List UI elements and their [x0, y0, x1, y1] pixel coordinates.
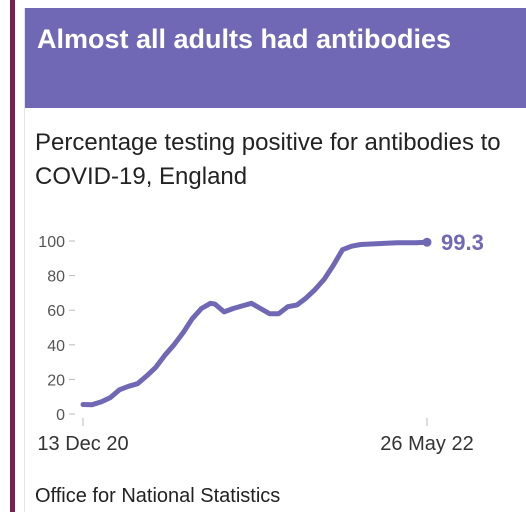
line-chart: 0 20 40 60 80 100 13 Dec 20 26 May 22 99.3: [37, 230, 484, 455]
x-tick-label: 13 Dec 20: [37, 433, 128, 455]
y-tick-label: 60: [47, 303, 65, 320]
chart-card: Almost all adults had antibodies Percent…: [24, 8, 526, 512]
card-header: Almost all adults had antibodies: [25, 8, 526, 108]
x-axis: 13 Dec 20 26 May 22: [37, 418, 474, 455]
series-end-point: [422, 237, 432, 247]
series-layer: 99.3: [80, 230, 484, 408]
y-tick-label: 40: [47, 338, 65, 355]
source-credit: Office for National Statistics: [35, 485, 281, 507]
y-tick-label: 20: [47, 372, 65, 389]
headline: Almost all adults had antibodies: [37, 24, 452, 54]
y-axis: 0 20 40 60 80 100: [38, 234, 75, 424]
x-tick-label: 26 May 22: [380, 433, 473, 455]
end-value-label: 99.3: [441, 230, 484, 255]
left-accent-rule: [10, 0, 15, 512]
chart-subtitle: Percentage testing positive for antibodi…: [35, 129, 501, 190]
y-tick-label: 0: [56, 407, 65, 424]
y-tick-label: 80: [47, 269, 65, 286]
series-line: [80, 239, 430, 408]
y-tick-label: 100: [38, 234, 65, 251]
